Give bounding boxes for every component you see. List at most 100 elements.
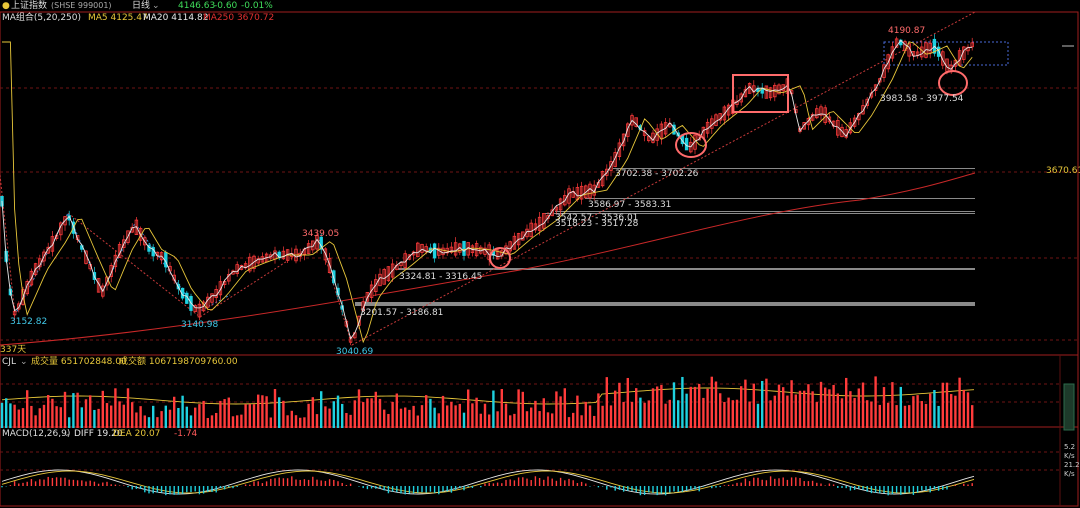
volume-bar (152, 405, 155, 428)
volume-bar (219, 400, 222, 428)
volume-bar (643, 402, 646, 428)
volume-bar (462, 412, 466, 428)
annotation-circle (938, 70, 968, 96)
chevron-down-icon[interactable]: ⌄ (63, 429, 71, 439)
volume-bar (366, 398, 369, 428)
volume-bar (895, 405, 898, 428)
index-name[interactable]: 上证指数 (11, 1, 48, 11)
volume-bar (42, 404, 46, 428)
volume-bar (378, 398, 382, 428)
volume-bar (546, 412, 550, 428)
volume-bar (966, 392, 970, 428)
right-stat: 21.2 (1064, 461, 1080, 469)
days-label: 337天 (0, 345, 26, 355)
index-code: (SHSE 999001) (51, 1, 112, 10)
volume-bar (840, 398, 844, 428)
ma-legend-title[interactable]: MA组合(5,20,250) (2, 13, 82, 23)
right-widget[interactable] (1063, 383, 1075, 431)
volume-bar (790, 380, 793, 428)
volume-bar (261, 395, 264, 428)
volume-bar (912, 396, 915, 428)
volume-bars (0, 376, 974, 428)
volume-bar (513, 413, 516, 428)
volume-bar (878, 404, 881, 428)
volume-bar (597, 393, 600, 428)
volume-bar (891, 382, 894, 428)
right-stat: K/s (1064, 470, 1075, 478)
volume-bar (496, 411, 499, 428)
volume-bar (55, 406, 58, 428)
volume-bar (702, 397, 705, 428)
volume-bar (17, 409, 20, 428)
trend-line (0, 11, 976, 346)
volume-bar (126, 388, 130, 428)
gap-label: 3702.38 - 3702.26 (615, 169, 699, 179)
gap-zone (398, 268, 975, 270)
volume-bar (387, 413, 390, 428)
price-change: -0.60 (214, 1, 238, 11)
volume-bar (710, 376, 713, 428)
volume-bar (538, 411, 541, 428)
volume-bar (450, 401, 453, 428)
volume-bar (500, 389, 503, 428)
volume-bar (156, 417, 159, 428)
chevron-down-icon[interactable]: ⌄ (20, 357, 28, 367)
annotation-box (732, 74, 789, 113)
volume-bar (517, 389, 520, 428)
volume-bar (593, 415, 596, 428)
volume-bar (139, 406, 142, 428)
volume-legend-title[interactable]: CJL (2, 357, 16, 367)
volume-bar (908, 405, 911, 428)
volume-bar (467, 389, 470, 428)
volume-bar (105, 403, 109, 428)
annotation-circle (675, 132, 707, 158)
macd-value: -1.74 (174, 429, 198, 439)
volume-bar (609, 405, 613, 428)
axis-label: 3670.61 (1046, 166, 1080, 176)
volume-bar (622, 401, 625, 428)
volume-bar (446, 405, 449, 428)
volume-bar (110, 405, 113, 428)
volume-bar (958, 377, 961, 428)
volume-bar (933, 390, 936, 428)
volume-bar (404, 407, 407, 428)
pivot-label: 3140.98 (181, 320, 218, 330)
volume-bar (164, 405, 167, 428)
volume-bar (630, 401, 634, 428)
volume-bar (773, 395, 776, 428)
volume-bar (0, 402, 4, 428)
macd-legend-title[interactable]: MACD(12,26,9) (2, 429, 71, 439)
volume-bar (160, 411, 163, 428)
volume-bar (559, 396, 562, 428)
volume-bar (769, 400, 772, 428)
volume-bar (685, 393, 688, 428)
volume-bar (336, 395, 340, 428)
volume-bar (727, 397, 730, 428)
chevron-down-icon[interactable]: ⌄ (152, 1, 160, 11)
volume-bar (551, 413, 554, 428)
volume-bar (542, 398, 545, 428)
volume-bar (954, 395, 957, 428)
right-stat: 5.2 (1064, 443, 1075, 451)
volume-bar (887, 402, 890, 428)
diff-value: DIFF 19.20 (74, 429, 123, 439)
volume-bar (924, 403, 928, 428)
volume-bar (38, 408, 41, 428)
volume-bar (530, 407, 533, 428)
volume-bar (13, 404, 16, 428)
volume-bar (836, 393, 839, 428)
volume-bar (320, 391, 323, 428)
gap-zone (555, 211, 975, 212)
volume-bar (660, 384, 663, 428)
volume-bar (433, 407, 436, 428)
volume-bar (63, 391, 67, 428)
zigzag-line (14, 211, 231, 316)
volume-bar (639, 397, 642, 428)
volume-bar (441, 395, 445, 428)
volume-bar (945, 382, 949, 428)
volume-bar (971, 405, 974, 428)
period-selector[interactable]: 日线 (132, 1, 151, 11)
pivot-label: 3040.69 (336, 347, 373, 357)
volume-bar (471, 403, 474, 428)
